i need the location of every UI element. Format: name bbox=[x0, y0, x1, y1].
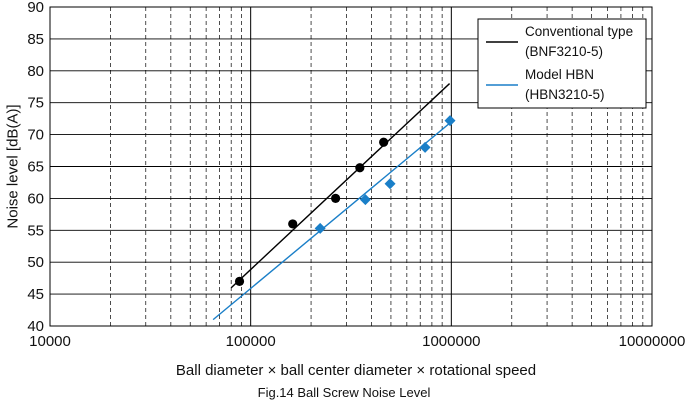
x-tick-labels: 10000 100000 1000000 10000000 bbox=[29, 333, 685, 350]
y-tick-label: 75 bbox=[27, 95, 44, 112]
figure-caption: Fig.14 Ball Screw Noise Level bbox=[257, 385, 431, 400]
data-point-circle bbox=[234, 276, 245, 286]
x-axis-title: Ball diameter × ball center diameter × r… bbox=[176, 362, 536, 379]
legend-label: (BNF3210-5) bbox=[525, 44, 603, 59]
y-tick-label: 80 bbox=[27, 63, 44, 80]
data-point-circle bbox=[330, 193, 341, 203]
plot-area-frame bbox=[49, 6, 653, 327]
trend-line-series-2 bbox=[212, 121, 452, 321]
legend: Conventional type (BNF3210-5) Model HBN (HB… bbox=[477, 18, 647, 109]
y-tick-label: 65 bbox=[27, 159, 44, 176]
y-tick-labels: 40 45 50 55 60 65 70 75 80 85 90 bbox=[27, 0, 44, 335]
y-tick-label: 40 bbox=[27, 318, 44, 335]
y-tick-label: 70 bbox=[27, 127, 44, 144]
legend-box bbox=[477, 18, 647, 109]
x-tick-label: 1000000 bbox=[422, 333, 480, 350]
data-point-circle bbox=[379, 137, 389, 147]
data-point-diamond bbox=[359, 194, 371, 206]
y-tick-label: 85 bbox=[27, 31, 44, 48]
y-tick-label: 90 bbox=[27, 0, 44, 16]
x-tick-label: 10000 bbox=[29, 333, 71, 350]
trend-line-series-1 bbox=[230, 83, 451, 289]
legend-label: Model HBN bbox=[525, 67, 594, 82]
data-point-diamond bbox=[314, 222, 326, 234]
y-tick-label: 60 bbox=[27, 190, 44, 207]
x-tick-label: 10000000 bbox=[619, 333, 686, 350]
legend-label: (HBN3210-5) bbox=[525, 87, 605, 102]
x-tick-label: 100000 bbox=[226, 333, 276, 350]
data-point-diamond bbox=[384, 178, 396, 190]
data-markers bbox=[234, 115, 456, 286]
data-point-circle bbox=[288, 219, 298, 229]
y-tick-label: 45 bbox=[27, 286, 44, 303]
y-axis-title: Noise level [dB(A)] bbox=[5, 104, 22, 228]
data-point-circle bbox=[355, 163, 365, 173]
trend-lines bbox=[212, 83, 452, 321]
data-point-diamond bbox=[419, 141, 431, 153]
legend-label: Conventional type bbox=[525, 24, 633, 39]
y-tick-label: 50 bbox=[27, 254, 44, 271]
data-point-diamond bbox=[444, 115, 456, 127]
y-tick-label: 55 bbox=[27, 222, 44, 239]
